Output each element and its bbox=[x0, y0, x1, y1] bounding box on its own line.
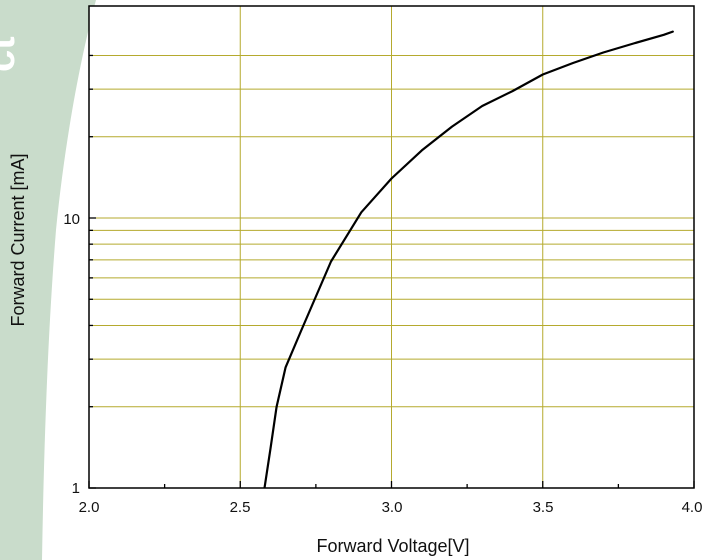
x-axis-title: Forward Voltage[V] bbox=[316, 536, 469, 556]
y-tick-labels: 1 10 bbox=[63, 211, 80, 497]
x-tick-labels: 2.0 2.5 3.0 3.5 4.0 bbox=[79, 499, 703, 516]
x-tick-label: 2.5 bbox=[230, 499, 251, 516]
y-axis-title: Forward Current [mA] bbox=[8, 153, 28, 326]
forward-current-curve bbox=[263, 30, 674, 488]
x-tick-label: 3.0 bbox=[382, 499, 403, 516]
side-decorative-band bbox=[0, 0, 96, 560]
vertical-gridlines bbox=[239, 6, 544, 488]
watermark-letters: ct bbox=[0, 36, 23, 72]
x-tick-label: 2.0 bbox=[79, 499, 100, 516]
y-tick-label: 1 bbox=[72, 480, 80, 497]
x-tick-label: 4.0 bbox=[682, 499, 703, 516]
x-tick-label: 3.5 bbox=[533, 499, 554, 516]
y-tick-label: 10 bbox=[63, 211, 80, 228]
horizontal-gridlines bbox=[89, 54, 694, 408]
axis-ticks bbox=[88, 54, 695, 489]
